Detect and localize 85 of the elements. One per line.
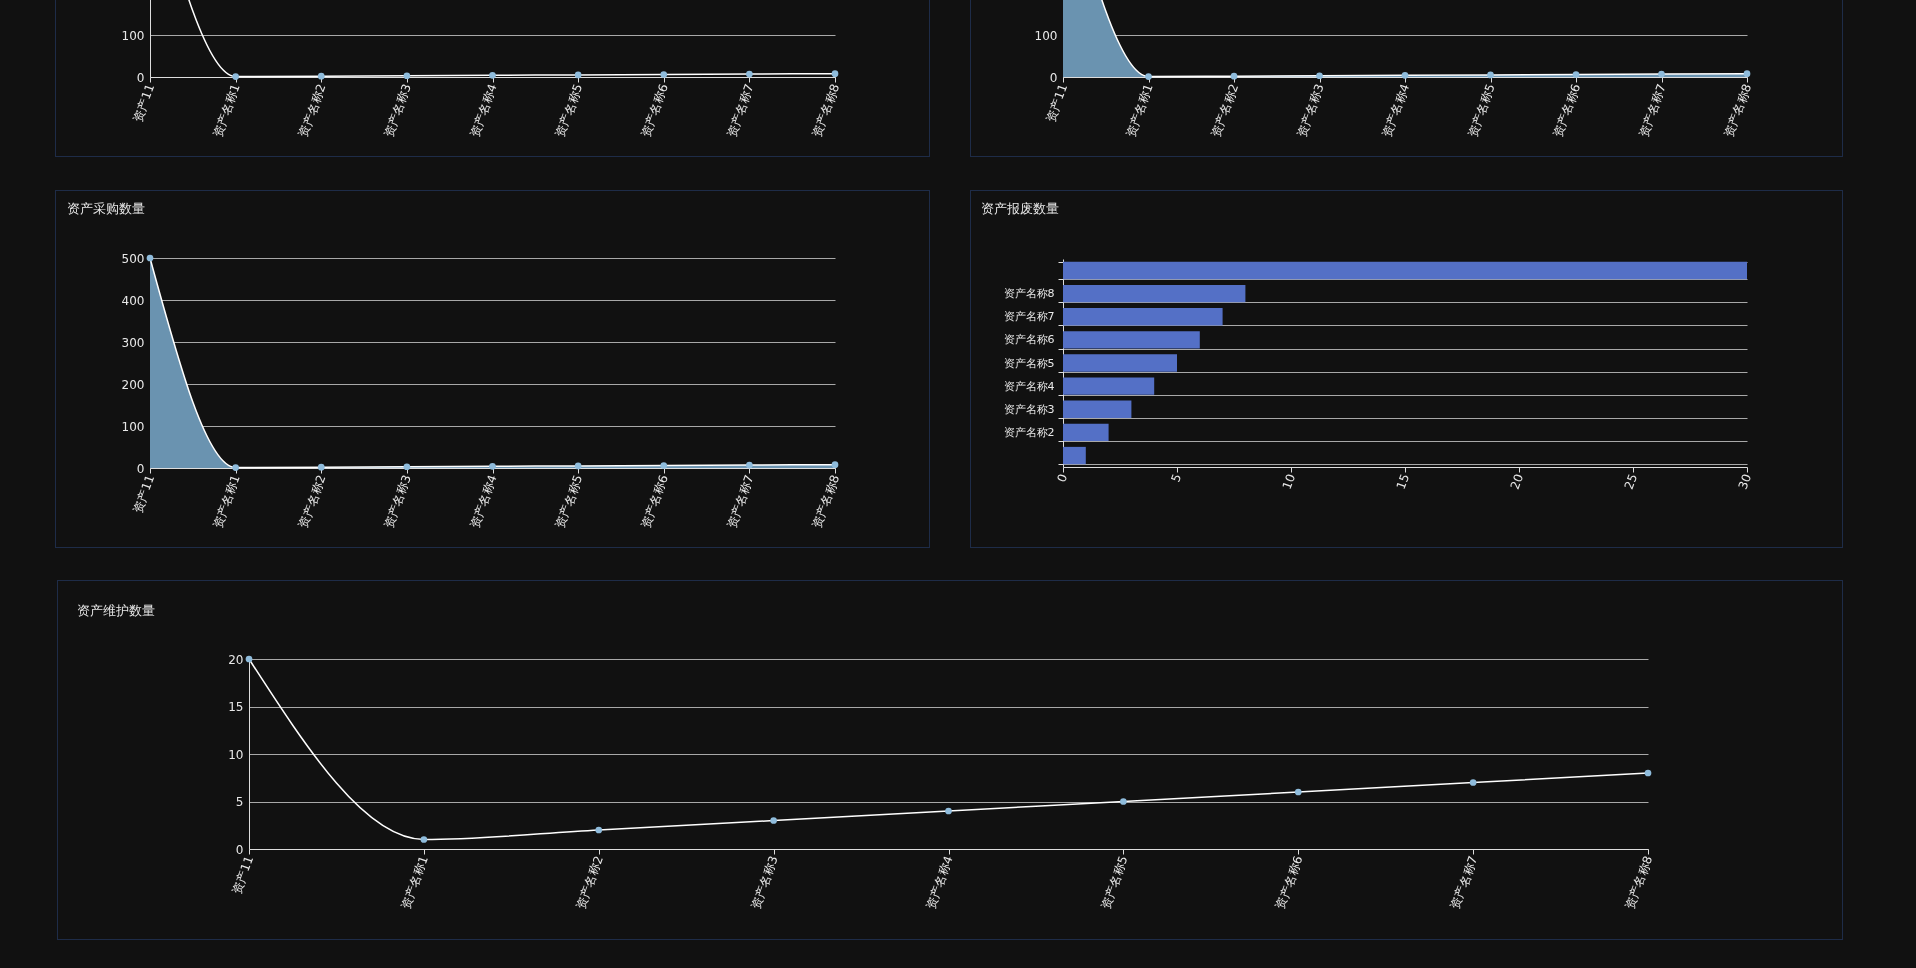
y-tick-label: 资产名称6 [1003,333,1055,347]
x-tick-label: 资产名称4 [467,473,500,531]
y-tick-label: 0 [235,842,244,857]
x-tick-label: 资产名称3 [381,473,414,531]
x-tick-label: 资产名称4 [1379,82,1413,140]
x-tick-label: 资产名称2 [296,473,329,531]
x-tick-label: 资产名称2 [1208,82,1242,140]
y-tick-label: 资产名称2 [1003,425,1055,439]
y-tick-label: 500 [121,251,145,266]
bar [1063,400,1132,418]
x-tick-label: 资产11 [1043,82,1071,124]
x-tick-label: 资产名称5 [1465,82,1498,140]
point [574,462,582,470]
y-tick-label: 5 [235,795,244,809]
x-tick-label: 20 [1507,472,1527,492]
chart-title: 资产报废数量 [981,201,1059,216]
x-tick-label: 资产名称5 [553,82,586,140]
y-tick-label: 20 [228,652,244,667]
y-tick-label: 15 [228,700,244,714]
x-tick-label: 资产名称6 [638,473,671,531]
x-tick-label: 0 [1054,472,1071,485]
x-tick-label: 资产名称5 [553,473,586,531]
x-tick-label: 资产名称1 [398,854,431,912]
x-tick-label: 资产名称4 [923,854,956,912]
bar [1063,261,1747,280]
bar [1063,446,1086,465]
point [317,463,325,471]
y-tick-label: 200 [121,377,145,392]
y-tick-label: 资产名称7 [1003,310,1055,324]
x-tick-label: 资产名称6 [1550,82,1584,140]
x-tick-label: 资产名称8 [809,473,843,531]
chart-title: 资产采购数量 [67,201,145,216]
point [831,461,839,468]
y-tick-label: 10 [228,747,244,762]
bar [1063,308,1223,326]
bar [1063,284,1246,303]
x-tick-label: 5 [1168,472,1185,485]
y-tick-label: 100 [1034,28,1058,43]
x-tick-label: 资产名称2 [573,854,606,912]
bar [1063,377,1155,395]
y-tick-label: 资产名称4 [1003,379,1055,393]
y-tick-label: 300 [121,335,145,350]
x-tick-label: 资产名称7 [1636,82,1669,140]
x-tick-label: 资产名称1 [210,473,243,531]
x-tick-label: 资产名称6 [1273,854,1306,912]
point [232,464,239,471]
y-tick-label: 100 [121,28,145,43]
point [403,463,411,471]
x-tick-label: 资产名称3 [1294,82,1327,140]
point [746,461,753,469]
x-tick-label: 10 [1279,472,1299,492]
x-tick-label: 资产名称7 [724,82,757,140]
y-tick-label: 资产名称5 [1003,356,1055,370]
x-tick-label: 25 [1621,472,1641,492]
x-tick-label: 资产名称1 [1123,82,1156,140]
x-tick-label: 资产名称5 [1098,854,1131,912]
point [660,462,668,469]
x-tick-label: 资产名称1 [210,82,243,140]
x-tick-label: 资产11 [130,473,158,515]
bar [1063,354,1177,372]
point [146,254,154,262]
point [489,462,496,470]
bar [1063,423,1109,442]
x-tick-label: 资产名称3 [381,82,414,140]
y-tick-label: 资产名称3 [1003,402,1055,416]
x-tick-label: 资产名称8 [1721,82,1755,140]
x-tick-label: 资产名称7 [724,473,757,531]
x-tick-label: 资产名称8 [809,82,843,140]
x-tick-label: 30 [1735,472,1755,492]
y-tick-label: 0 [136,70,145,85]
x-tick-label: 资产名称4 [467,82,500,140]
text: 资产维护数量 [77,603,155,618]
bar [1063,331,1200,349]
y-tick-label: 0 [1049,70,1058,85]
y-tick-label: 资产名称8 [1003,287,1055,301]
x-tick-label: 资产名称8 [1622,854,1656,912]
x-tick-label: 资产11 [130,82,158,124]
y-tick-label: 400 [121,293,145,308]
x-tick-label: 资产11 [229,854,257,896]
x-tick-label: 资产名称3 [748,854,781,912]
x-tick-label: 15 [1393,472,1413,492]
x-tick-label: 资产名称2 [296,82,329,140]
x-tick-label: 资产名称7 [1448,854,1481,912]
x-tick-label: 资产名称6 [638,82,671,140]
y-tick-label: 100 [121,419,145,434]
